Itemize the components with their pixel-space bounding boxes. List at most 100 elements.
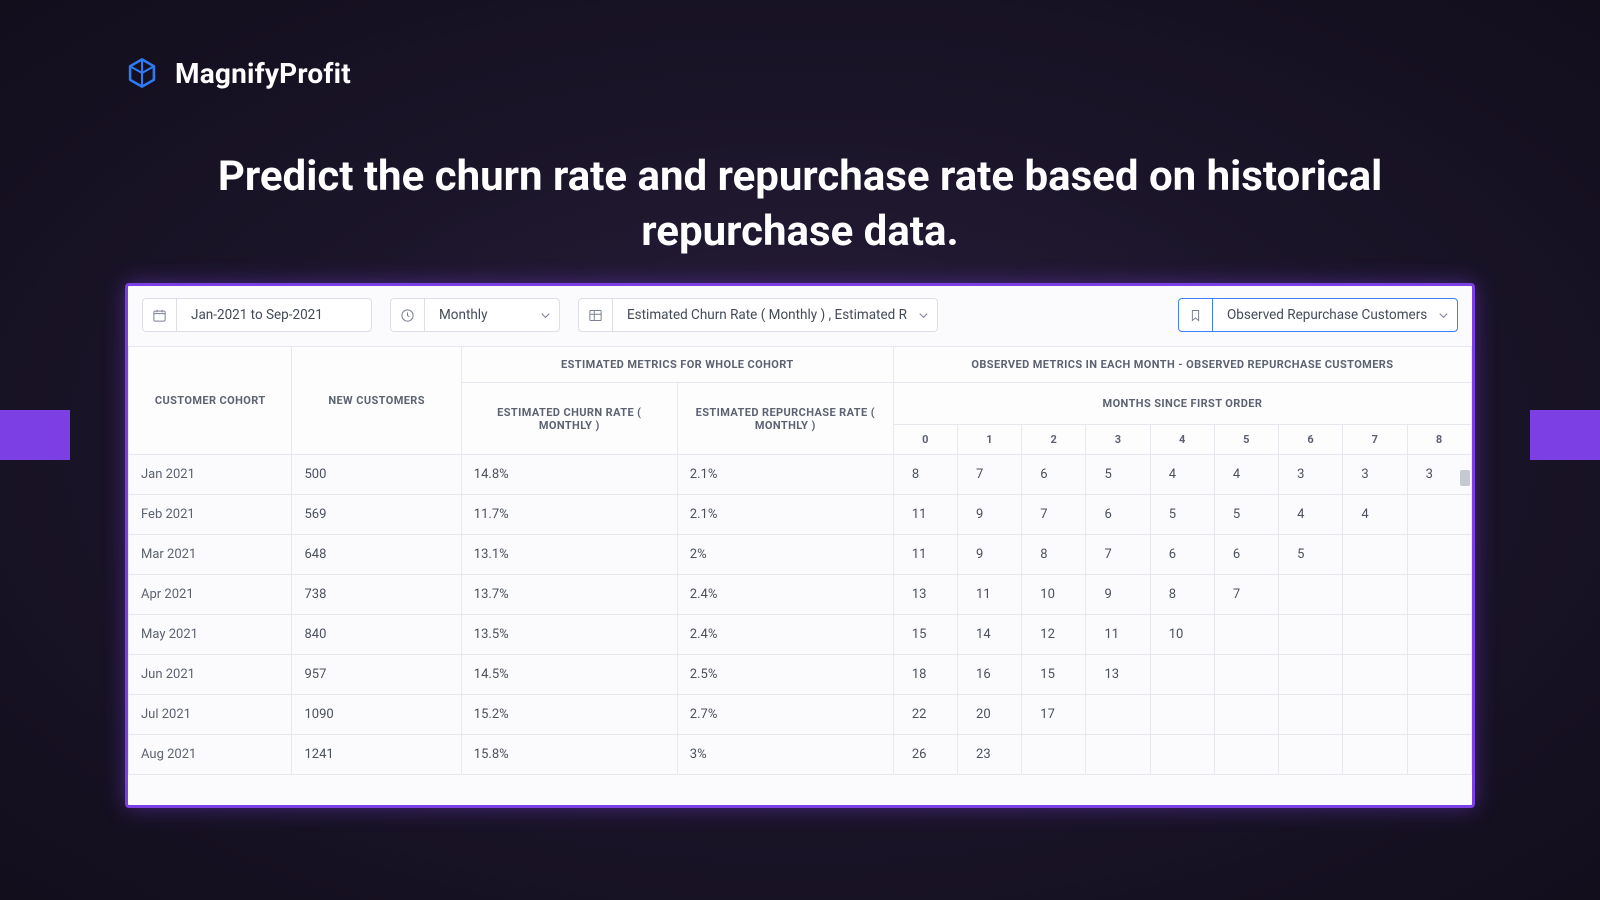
table-cell: 13.1% — [461, 535, 677, 575]
table-cell: 13 — [893, 575, 957, 615]
table-cell — [1214, 615, 1278, 655]
table-row: Mar 202164813.1%2%11987665 — [129, 535, 1472, 575]
table-cell: 2.4% — [677, 575, 893, 615]
filter-bar: Jan-2021 to Sep-2021 Monthly Estimated C… — [128, 286, 1472, 346]
th-new-customers: NEW CUSTOMERS — [292, 347, 461, 455]
table-cell: 2.5% — [677, 655, 893, 695]
chevron-down-icon — [909, 299, 937, 331]
table-row: Apr 202173813.7%2.4%131110987 — [129, 575, 1472, 615]
table-cell: 9 — [958, 495, 1022, 535]
table-cell — [1022, 735, 1086, 775]
table-row: Feb 202156911.7%2.1%119765544 — [129, 495, 1472, 535]
th-months-since: MONTHS SINCE FIRST ORDER — [893, 383, 1471, 425]
th-m4: 4 — [1150, 425, 1214, 455]
table-cell: 3 — [1279, 455, 1343, 495]
table-row: Aug 2021124115.8%3%2623 — [129, 735, 1472, 775]
frequency-value: Monthly — [425, 299, 531, 331]
table-cell: 14.8% — [461, 455, 677, 495]
th-m0: 0 — [893, 425, 957, 455]
calendar-icon — [143, 299, 177, 331]
table-cell: 5 — [1086, 455, 1150, 495]
table-cell: 6 — [1214, 535, 1278, 575]
table-cell: 26 — [893, 735, 957, 775]
table-cell: 23 — [958, 735, 1022, 775]
table-cell: 648 — [292, 535, 461, 575]
brand: MagnifyProfit — [125, 56, 351, 90]
table-cell: 1090 — [292, 695, 461, 735]
table-cell — [1279, 655, 1343, 695]
table-cell: 13 — [1086, 655, 1150, 695]
th-m1: 1 — [958, 425, 1022, 455]
th-m3: 3 — [1086, 425, 1150, 455]
table-body: Jan 202150014.8%2.1%876544333Feb 2021569… — [129, 455, 1472, 775]
table-cell: 9 — [958, 535, 1022, 575]
table-row: Jun 202195714.5%2.5%18161513 — [129, 655, 1472, 695]
table-cell: 15 — [893, 615, 957, 655]
th-cohort: CUSTOMER COHORT — [129, 347, 292, 455]
th-churn: ESTIMATED CHURN RATE ( MONTHLY ) — [461, 383, 677, 455]
metrics-value: Estimated Churn Rate ( Monthly ) , Estim… — [613, 299, 909, 331]
table-cell: 5 — [1279, 535, 1343, 575]
frequency-select[interactable]: Monthly — [390, 298, 560, 332]
table-row: Jan 202150014.8%2.1%876544333 — [129, 455, 1472, 495]
table-cell: Jun 2021 — [129, 655, 292, 695]
table-cell: 6 — [1022, 455, 1086, 495]
table-cell: Jan 2021 — [129, 455, 292, 495]
table-cell: 4 — [1150, 455, 1214, 495]
page-headline: Predict the churn rate and repurchase ra… — [0, 150, 1600, 259]
table-cell: 3 — [1343, 455, 1407, 495]
table-cell: 9 — [1086, 575, 1150, 615]
table-cell — [1407, 495, 1471, 535]
table-cell: 11 — [958, 575, 1022, 615]
table-cell — [1407, 615, 1471, 655]
table-cell: 13.7% — [461, 575, 677, 615]
accent-right — [1530, 410, 1600, 460]
table-cell: 7 — [1086, 535, 1150, 575]
table-cell: 8 — [1022, 535, 1086, 575]
table-cell: 22 — [893, 695, 957, 735]
brand-name: MagnifyProfit — [175, 57, 351, 90]
table-cell: 840 — [292, 615, 461, 655]
table-cell: 6 — [1150, 535, 1214, 575]
table-cell — [1343, 655, 1407, 695]
table-cell: 10 — [1022, 575, 1086, 615]
dashboard-panel: Jan-2021 to Sep-2021 Monthly Estimated C… — [125, 283, 1475, 808]
table-cell — [1279, 575, 1343, 615]
table-cell: Jul 2021 — [129, 695, 292, 735]
date-range-picker[interactable]: Jan-2021 to Sep-2021 — [142, 298, 372, 332]
table-cell: 15.2% — [461, 695, 677, 735]
table-cell: 12 — [1022, 615, 1086, 655]
scrollbar-thumb[interactable] — [1460, 470, 1470, 486]
cohort-table: CUSTOMER COHORT NEW CUSTOMERS ESTIMATED … — [128, 346, 1472, 775]
metrics-select[interactable]: Estimated Churn Rate ( Monthly ) , Estim… — [578, 298, 938, 332]
accent-left — [0, 410, 70, 460]
table-cell: 11 — [893, 535, 957, 575]
table-cell: 3% — [677, 735, 893, 775]
table-cell — [1343, 695, 1407, 735]
table-row: May 202184013.5%2.4%1514121110 — [129, 615, 1472, 655]
th-m8: 8 — [1407, 425, 1471, 455]
table-cell: 957 — [292, 655, 461, 695]
observed-select[interactable]: Observed Repurchase Customers — [1178, 298, 1458, 332]
table-cell — [1086, 735, 1150, 775]
table-cell: May 2021 — [129, 615, 292, 655]
table-cell: 14.5% — [461, 655, 677, 695]
table-cell: 14 — [958, 615, 1022, 655]
bookmark-icon — [1179, 299, 1213, 331]
table-cell: 1241 — [292, 735, 461, 775]
table-cell: 13.5% — [461, 615, 677, 655]
table-cell: 4 — [1343, 495, 1407, 535]
table-cell: Mar 2021 — [129, 535, 292, 575]
table-cell: 16 — [958, 655, 1022, 695]
table-head: CUSTOMER COHORT NEW CUSTOMERS ESTIMATED … — [129, 347, 1472, 455]
table-cell: 18 — [893, 655, 957, 695]
table-cell: 569 — [292, 495, 461, 535]
table-cell: Aug 2021 — [129, 735, 292, 775]
th-repurchase: ESTIMATED REPURCHASE RATE ( MONTHLY ) — [677, 383, 893, 455]
table-cell: 7 — [1214, 575, 1278, 615]
table-cell: 2% — [677, 535, 893, 575]
table-cell: 2.1% — [677, 495, 893, 535]
table-cell: 2.7% — [677, 695, 893, 735]
table-cell — [1150, 735, 1214, 775]
table-cell — [1214, 655, 1278, 695]
